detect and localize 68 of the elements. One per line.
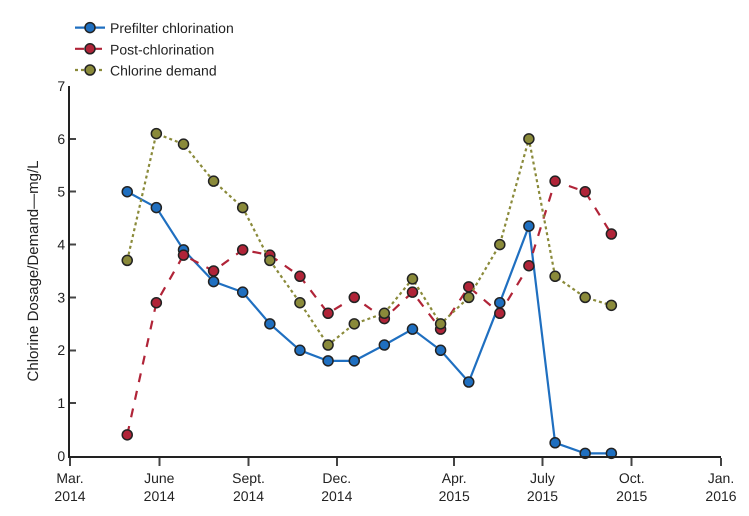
point — [579, 186, 591, 198]
y-tick-label: 3 — [57, 289, 66, 306]
x-tick-label: Dec. 2014 — [321, 470, 353, 504]
point — [208, 175, 220, 187]
point — [463, 281, 474, 293]
point — [264, 318, 276, 330]
point — [121, 186, 133, 198]
point — [406, 273, 418, 285]
point — [494, 238, 506, 250]
point — [294, 270, 306, 282]
point — [236, 286, 248, 298]
x-tick-label: July 2015 — [526, 470, 558, 504]
x-tick-label: Apr. 2015 — [438, 470, 470, 504]
point — [294, 296, 306, 308]
point — [406, 323, 418, 335]
legend-label: Prefilter chlorination — [110, 20, 234, 36]
point — [434, 344, 446, 356]
point — [494, 308, 506, 320]
point — [378, 339, 390, 351]
point — [463, 376, 474, 388]
point — [523, 133, 535, 145]
point — [523, 260, 535, 272]
x-tick-label: Sept. 2014 — [232, 470, 265, 504]
point — [150, 128, 162, 140]
y-axis-title: Chlorine Dosage/Demand—mg/L — [25, 160, 42, 382]
y-tick-label: 6 — [57, 130, 66, 147]
point — [523, 220, 535, 232]
y-tick-label: 7 — [57, 78, 66, 94]
x-tick-label: Jan. 2016 — [705, 470, 737, 504]
point — [348, 292, 360, 304]
legend-label: Chlorine demand — [110, 62, 217, 78]
point — [348, 318, 360, 330]
point — [378, 308, 390, 320]
point — [150, 296, 162, 308]
y-tick-label: 4 — [57, 236, 66, 252]
point — [322, 355, 334, 367]
point — [236, 202, 248, 214]
point — [150, 202, 162, 214]
point — [264, 254, 276, 266]
legend-label: Post-chlorination — [110, 41, 214, 58]
point — [322, 339, 334, 351]
point — [178, 138, 190, 150]
point — [406, 286, 418, 298]
y-tick-label: 5 — [57, 184, 66, 200]
point — [348, 355, 360, 367]
point — [494, 296, 506, 308]
point — [549, 270, 561, 282]
point — [579, 292, 591, 304]
x-tick-label: June 2014 — [144, 470, 176, 504]
point — [121, 429, 133, 441]
y-tick-label: 0 — [57, 448, 66, 464]
point — [322, 308, 334, 320]
point — [549, 437, 561, 449]
point — [549, 175, 561, 187]
x-tick-label: Mar. 2014 — [54, 470, 86, 504]
point — [208, 276, 220, 288]
point — [463, 292, 474, 304]
y-tick-label: 2 — [57, 342, 66, 358]
x-tick-label: Oct. 2015 — [616, 470, 648, 504]
point — [434, 318, 446, 330]
point — [178, 249, 190, 261]
y-tick-label: 1 — [57, 395, 66, 412]
point — [208, 265, 220, 277]
point — [606, 300, 618, 312]
point — [121, 254, 133, 266]
point — [236, 244, 248, 256]
point — [606, 228, 618, 240]
point — [294, 344, 306, 356]
